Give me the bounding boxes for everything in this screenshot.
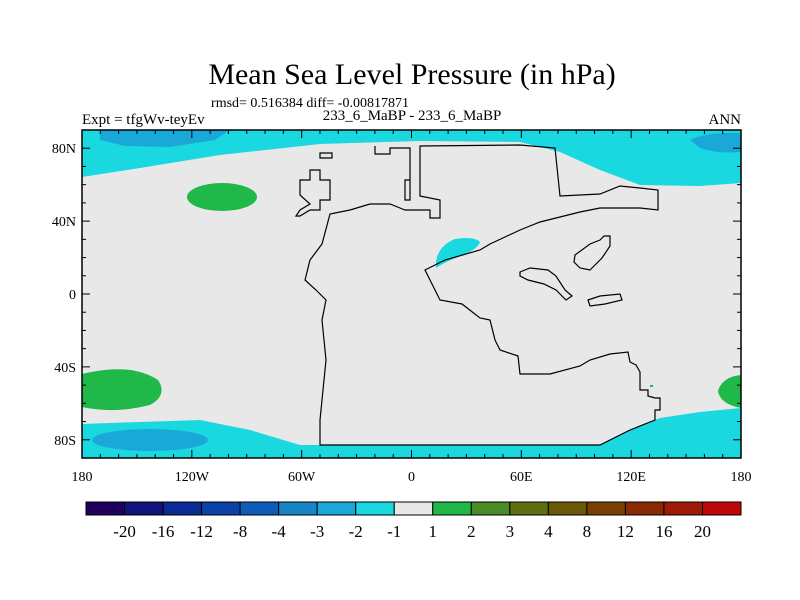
stats-line: rmsd= 0.516384 diff= -0.00817871 (211, 96, 409, 111)
colorbar-swatch (162, 501, 203, 516)
x-tick-label: 180 (72, 470, 93, 485)
map-background (82, 130, 741, 458)
colorbar-swatch (624, 501, 665, 516)
y-tick-label: 80S (54, 434, 76, 449)
colorbar-label: 3 (506, 522, 515, 541)
colorbar-label: -1 (387, 522, 401, 541)
small-green-spot (650, 385, 653, 387)
continent-coastline (294, 144, 661, 446)
north-pacific-high (187, 183, 257, 211)
map-field (82, 130, 741, 458)
north-polar-band (82, 130, 741, 186)
colorbar-swatch (701, 501, 742, 516)
y-tick-label: 40S (54, 361, 76, 376)
colorbar-label: 4 (544, 522, 553, 541)
colorbar-label: -3 (310, 522, 324, 541)
south-indian-high (718, 375, 741, 408)
colorbar-label: 16 (655, 522, 672, 541)
colorbar-label: 12 (617, 522, 634, 541)
colorbar-swatch (470, 501, 511, 516)
x-tick-label: 120E (616, 470, 646, 485)
colorbar-label: -12 (190, 522, 213, 541)
colorbar-swatch (239, 501, 280, 516)
colorbar-swatch (663, 501, 703, 516)
colorbar-label: 1 (429, 522, 438, 541)
colorbar-label: -4 (272, 522, 287, 541)
colorbar-swatch (355, 501, 395, 516)
x-tick-label: 120W (175, 470, 210, 485)
colorbar-swatch (124, 501, 164, 516)
colorbar-label: -20 (113, 522, 136, 541)
y-tick-label: 0 (69, 288, 76, 303)
north-pole-west-low (100, 130, 230, 147)
colorbar-swatch (509, 501, 549, 516)
case-label: 233_6_MaBP - 233_6_MaBP (323, 108, 502, 124)
south-pacific-low (92, 429, 208, 451)
colorbar-swatch (201, 501, 241, 516)
colorbar-swatch (278, 501, 318, 516)
colorbar-label: -8 (233, 522, 247, 541)
y-tick-label: 80N (52, 142, 76, 157)
colorbar: -20 -16 -12 -8 -4 -3 -2 -1 1 2 3 4 8 12 16 20 (85, 501, 742, 541)
chart-title: Mean Sea Level Pressure (in hPa) (208, 58, 615, 91)
colorbar-swatch (547, 501, 588, 516)
north-pole-east-low (690, 132, 741, 153)
x-tick-label: 60W (288, 470, 316, 485)
colorbar-swatch (586, 501, 626, 516)
experiment-label: Expt = tfgWv-teyEv (82, 112, 205, 128)
colorbar-label: 8 (583, 522, 592, 541)
colorbar-swatch (393, 501, 434, 516)
colorbar-label: -2 (349, 522, 363, 541)
colorbar-swatch (432, 501, 472, 516)
colorbar-swatch (85, 501, 126, 516)
tethys-low (436, 238, 480, 268)
colorbar-label: 2 (467, 522, 476, 541)
x-tick-label: 180 (731, 470, 752, 485)
x-tick-label: 0 (408, 470, 415, 485)
axis-ticks: 180 120W 60W 0 60E 120E 180 80N 40N 0 40S 80S (52, 130, 752, 485)
colorbar-label: -16 (152, 522, 175, 541)
y-tick-label: 40N (52, 215, 76, 230)
colorbar-label: 20 (694, 522, 711, 541)
south-pacific-high (82, 369, 162, 411)
x-tick-label: 60E (510, 470, 533, 485)
colorbar-swatch (316, 501, 357, 516)
season-label: ANN (709, 112, 742, 128)
